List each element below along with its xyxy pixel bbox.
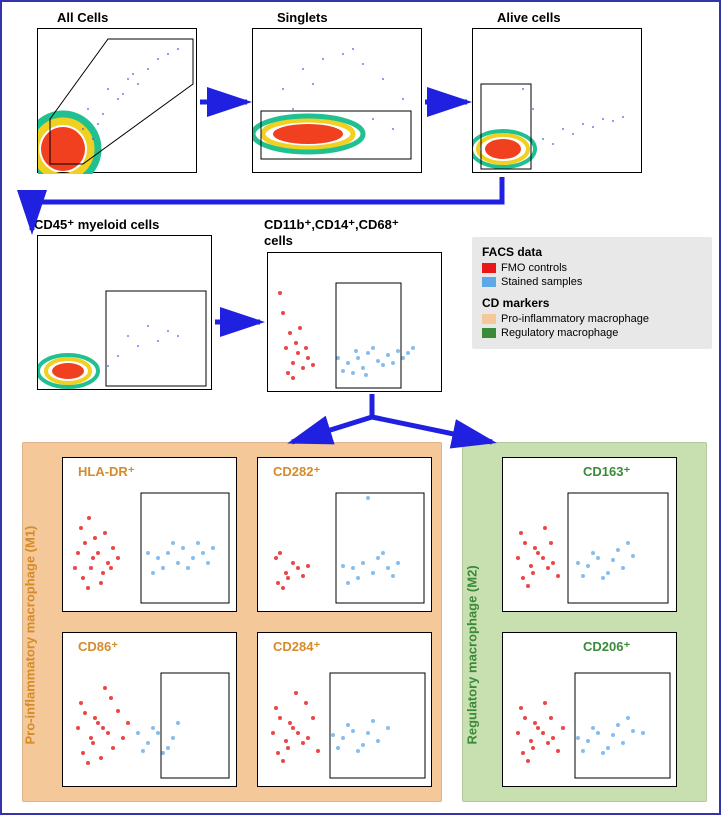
legend-row-fmo: FMO controls <box>482 262 702 274</box>
legend-label-stained: Stained samples <box>501 276 582 288</box>
title-singlets: Singlets <box>277 10 328 25</box>
legend-cd-title: CD markers <box>482 296 702 310</box>
title-cd45: CD45⁺ myeloid cells <box>34 217 159 233</box>
label-cd206: CD206⁺ <box>583 639 630 655</box>
swatch-fmo <box>482 263 496 273</box>
plot-hla-dr: HLA-DR⁺ <box>62 457 237 612</box>
scatter-cd282 <box>258 458 433 613</box>
density-all-cells <box>38 29 198 174</box>
scatter-cd206 <box>503 633 678 788</box>
legend-row-stained: Stained samples <box>482 276 702 288</box>
swatch-m1 <box>482 314 496 324</box>
plot-cd284: CD284⁺ <box>257 632 432 787</box>
legend-label-m2: Regulatory macrophage <box>501 327 618 339</box>
legend-row-m2: Regulatory macrophage <box>482 327 702 339</box>
title-cd11b: CD11b⁺,CD14⁺,CD68⁺ cells <box>264 217 429 248</box>
plot-singlets <box>252 28 422 173</box>
swatch-m2 <box>482 328 496 338</box>
plot-cd86: CD86⁺ <box>62 632 237 787</box>
label-cd284: CD284⁺ <box>273 639 320 655</box>
m1-panel-label: Pro-inflammatory macrophage (M1) <box>23 505 38 745</box>
plot-alive <box>472 28 642 173</box>
legend-facs-title: FACS data <box>482 245 702 259</box>
plot-cd206: CD206⁺ <box>502 632 677 787</box>
scatter-cd163 <box>503 458 678 613</box>
legend-label-fmo: FMO controls <box>501 262 567 274</box>
legend-row-m1: Pro-inflammatory macrophage <box>482 313 702 325</box>
title-alive: Alive cells <box>497 10 561 25</box>
density-alive <box>473 29 643 174</box>
scatter-cd11b <box>268 253 443 393</box>
scatter-cd284 <box>258 633 433 788</box>
label-hla-dr: HLA-DR⁺ <box>78 464 135 480</box>
plot-cd282: CD282⁺ <box>257 457 432 612</box>
density-cd45 <box>38 236 213 391</box>
plot-cd11b <box>267 252 442 392</box>
label-cd86: CD86⁺ <box>78 639 118 655</box>
legend: FACS data FMO controls Stained samples C… <box>472 237 712 349</box>
plot-cd163: CD163⁺ <box>502 457 677 612</box>
label-cd163: CD163⁺ <box>583 464 630 480</box>
plot-cd45 <box>37 235 212 390</box>
density-singlets <box>253 29 423 174</box>
swatch-stained <box>482 277 496 287</box>
figure-container: All Cells Singlets <box>0 0 721 815</box>
scatter-hla-dr <box>63 458 238 613</box>
m2-panel-label: Regulatory macrophage (M2) <box>465 505 480 745</box>
plot-all-cells <box>37 28 197 173</box>
title-all-cells: All Cells <box>57 10 108 25</box>
scatter-cd86 <box>63 633 238 788</box>
legend-label-m1: Pro-inflammatory macrophage <box>501 313 649 325</box>
label-cd282: CD282⁺ <box>273 464 320 480</box>
